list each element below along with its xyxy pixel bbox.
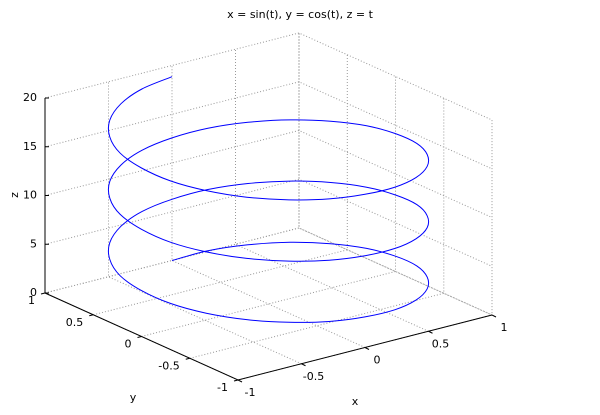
- z-tick-label: 5: [30, 237, 37, 250]
- y-tick-label: 1: [28, 294, 35, 307]
- grid-line: [298, 33, 493, 316]
- x-tick: [428, 330, 433, 334]
- x-tick: [364, 347, 370, 350]
- x-tick: [301, 363, 306, 367]
- helix-line: [107, 76, 430, 323]
- z-tick-label: 0: [30, 286, 37, 299]
- y-tick: [40, 292, 46, 295]
- y-tick: [185, 357, 190, 360]
- grid-line: [93, 54, 348, 316]
- grid-line: [141, 76, 396, 337]
- x-tick: [491, 314, 497, 318]
- y-tick: [233, 379, 239, 382]
- y-axis-label: y: [130, 391, 137, 404]
- y-tick-label: -0.5: [158, 359, 179, 372]
- grid-line: [235, 49, 429, 332]
- z-tick-label: 20: [23, 91, 37, 104]
- y-tick: [89, 314, 94, 317]
- x-tick-label: 0: [374, 354, 381, 367]
- x-tick-label: -1: [245, 386, 256, 399]
- z-tick-label: 15: [23, 140, 37, 153]
- grid-line: [44, 227, 493, 316]
- z-tick-label: 10: [23, 189, 37, 202]
- grid-line: [44, 32, 493, 121]
- y-tick-label: -1: [217, 381, 228, 394]
- grid-line: [189, 98, 445, 359]
- grid-line: [237, 120, 493, 381]
- x-axis-label: x: [352, 395, 359, 408]
- grid-line: [44, 98, 239, 381]
- chart-title: x = sin(t), y = cos(t), z = t: [227, 8, 373, 21]
- z-axis-label: z: [8, 192, 21, 198]
- x-tick-label: 0.5: [432, 337, 450, 350]
- grid-line: [44, 81, 493, 170]
- y-tick: [137, 336, 142, 338]
- y-tick-label: 0.5: [66, 316, 84, 329]
- grid-line: [171, 65, 366, 348]
- x-tick-label: -0.5: [303, 370, 324, 383]
- grid-line: [44, 129, 493, 218]
- x-tick: [237, 379, 243, 383]
- grid-line: [44, 178, 493, 267]
- x-tick-label: 1: [501, 321, 508, 334]
- y-tick-label: 0: [125, 338, 132, 351]
